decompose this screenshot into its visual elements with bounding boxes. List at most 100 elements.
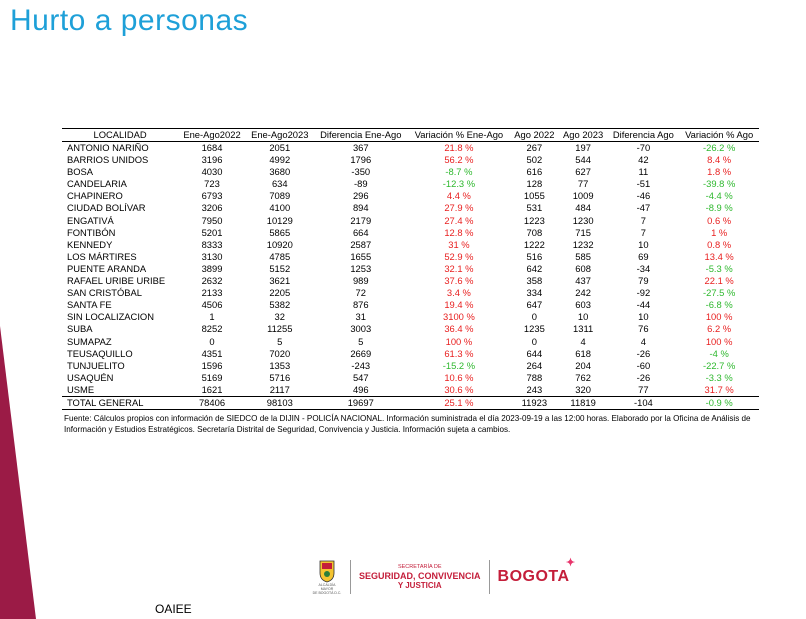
table-cell: 5716 (246, 372, 314, 384)
table-cell: 6.2 % (679, 323, 759, 335)
locality-cell: SUBA (62, 323, 178, 335)
table-cell: 7 (608, 215, 680, 227)
table-row: SANTA FE 4506 5382 876 19.4 % 647 603 -44 -6.8 % (62, 299, 759, 311)
table-cell: 3130 (178, 251, 246, 263)
table-cell: 484 (559, 202, 608, 214)
table-cell: 5201 (178, 227, 246, 239)
bogota-wordmark: BOGOTA (498, 568, 570, 585)
footer-label: OAIEE (155, 602, 192, 616)
table-cell: -44 (608, 299, 680, 311)
table-row: KENNEDY 8333 10920 2587 31 % 1222 1232 10 0.8 % (62, 239, 759, 251)
table-cell: 10 (608, 239, 680, 251)
table-cell: -6.8 % (679, 299, 759, 311)
table-cell: 1796 (314, 154, 408, 166)
table-row: CANDELARIA 723 634 -89 -12.3 % 128 77 -51 -39.8 … (62, 178, 759, 190)
table-cell: 197 (559, 142, 608, 155)
bogota-logo: BOGOTA ✦ (498, 568, 570, 586)
table-cell: 894 (314, 202, 408, 214)
table-cell: 3.4 % (408, 287, 510, 299)
table-body: ANTONIO NARIÑO 1684 2051 367 21.8 % 267 197 -70… (62, 142, 759, 410)
table-row: LOS MÁRTIRES 3130 4785 1655 52.9 % 516 585 69 13… (62, 251, 759, 263)
star-icon: ✦ (566, 556, 576, 569)
table-cell: 1596 (178, 360, 246, 372)
table-cell: 76 (608, 323, 680, 335)
table-cell: 8252 (178, 323, 246, 335)
column-header: LOCALIDAD (62, 129, 178, 142)
table-cell: 4100 (246, 202, 314, 214)
table-cell: 1253 (314, 263, 408, 275)
table-cell: 618 (559, 348, 608, 360)
locality-cell: FONTIBÓN (62, 227, 178, 239)
table-cell: 72 (314, 287, 408, 299)
table-cell: 0.8 % (679, 239, 759, 251)
column-header: Diferencia Ago (608, 129, 680, 142)
table-cell: 1232 (559, 239, 608, 251)
table-cell: 2669 (314, 348, 408, 360)
table-cell: 1 % (679, 227, 759, 239)
secretaria-line3: Y JUSTICIA (359, 581, 481, 590)
table-cell: 2205 (246, 287, 314, 299)
table-row: BOSA 4030 3680 -350 -8.7 % 616 627 11 1.8 % (62, 166, 759, 178)
table-cell: 634 (246, 178, 314, 190)
table-cell: 1055 (510, 190, 559, 202)
table-cell: 1222 (510, 239, 559, 251)
table-cell: 8.4 % (679, 154, 759, 166)
table-cell: 10 (559, 311, 608, 323)
table-row: ANTONIO NARIÑO 1684 2051 367 21.8 % 267 197 -70… (62, 142, 759, 155)
secretaria-logo: SECRETARÍA DE SEGURIDAD, CONVIVENCIA Y J… (359, 564, 481, 590)
locality-cell: CHAPINERO (62, 190, 178, 202)
table-cell: -51 (608, 178, 680, 190)
table-cell: 7950 (178, 215, 246, 227)
table-cell: 77 (608, 384, 680, 397)
table-cell: 98103 (246, 396, 314, 409)
locality-cell: ENGATIVÁ (62, 215, 178, 227)
table-cell: -4.4 % (679, 190, 759, 202)
table-row: TEUSAQUILLO 4351 7020 2669 61.3 % 644 618 -26 -4… (62, 348, 759, 360)
table-cell: -26 (608, 348, 680, 360)
locality-cell: ANTONIO NARIÑO (62, 142, 178, 155)
secretaria-line2: SEGURIDAD, CONVIVENCIA (359, 571, 481, 581)
table-cell: 367 (314, 142, 408, 155)
table-row: BARRIOS UNIDOS 3196 4992 1796 56.2 % 502 544 42… (62, 154, 759, 166)
table-cell: 31 % (408, 239, 510, 251)
table-cell: 876 (314, 299, 408, 311)
table-cell: 547 (314, 372, 408, 384)
footer-logos: ALCALDÍA MAYOR DE BOGOTÁ D.C. SECRETARÍA… (312, 557, 570, 597)
table-cell: 242 (559, 287, 608, 299)
table-cell: 647 (510, 299, 559, 311)
table-cell: 3206 (178, 202, 246, 214)
table-cell: 4 (608, 336, 680, 348)
table-cell: 10129 (246, 215, 314, 227)
table-cell: 788 (510, 372, 559, 384)
table-cell: 1621 (178, 384, 246, 397)
alcaldia-logo: ALCALDÍA MAYOR DE BOGOTÁ D.C. (312, 559, 342, 595)
locality-cell: SIN LOCALIZACION (62, 311, 178, 323)
table-cell: 42 (608, 154, 680, 166)
table-cell: 1655 (314, 251, 408, 263)
table-cell: 4030 (178, 166, 246, 178)
table-cell: 715 (559, 227, 608, 239)
table-cell: 2632 (178, 275, 246, 287)
table-cell: 5152 (246, 263, 314, 275)
table-cell: 31.7 % (679, 384, 759, 397)
table-cell: 21.8 % (408, 142, 510, 155)
table-cell: 708 (510, 227, 559, 239)
table-cell: 4785 (246, 251, 314, 263)
locality-cell: USME (62, 384, 178, 397)
table-cell: 642 (510, 263, 559, 275)
table-cell: 644 (510, 348, 559, 360)
table-cell: 56.2 % (408, 154, 510, 166)
table-cell: 0 (510, 311, 559, 323)
table-cell: 2587 (314, 239, 408, 251)
table-cell: 437 (559, 275, 608, 287)
table-cell: 79 (608, 275, 680, 287)
table-cell: 243 (510, 384, 559, 397)
table-cell: 358 (510, 275, 559, 287)
table-cell: 3899 (178, 263, 246, 275)
theft-statistics-table: LOCALIDAD Ene-Ago2022 Ene-Ago2023 Difere… (62, 128, 759, 410)
table-cell: -39.8 % (679, 178, 759, 190)
table-cell: 1684 (178, 142, 246, 155)
locality-cell: KENNEDY (62, 239, 178, 251)
locality-cell: BARRIOS UNIDOS (62, 154, 178, 166)
table-cell: -26 (608, 372, 680, 384)
